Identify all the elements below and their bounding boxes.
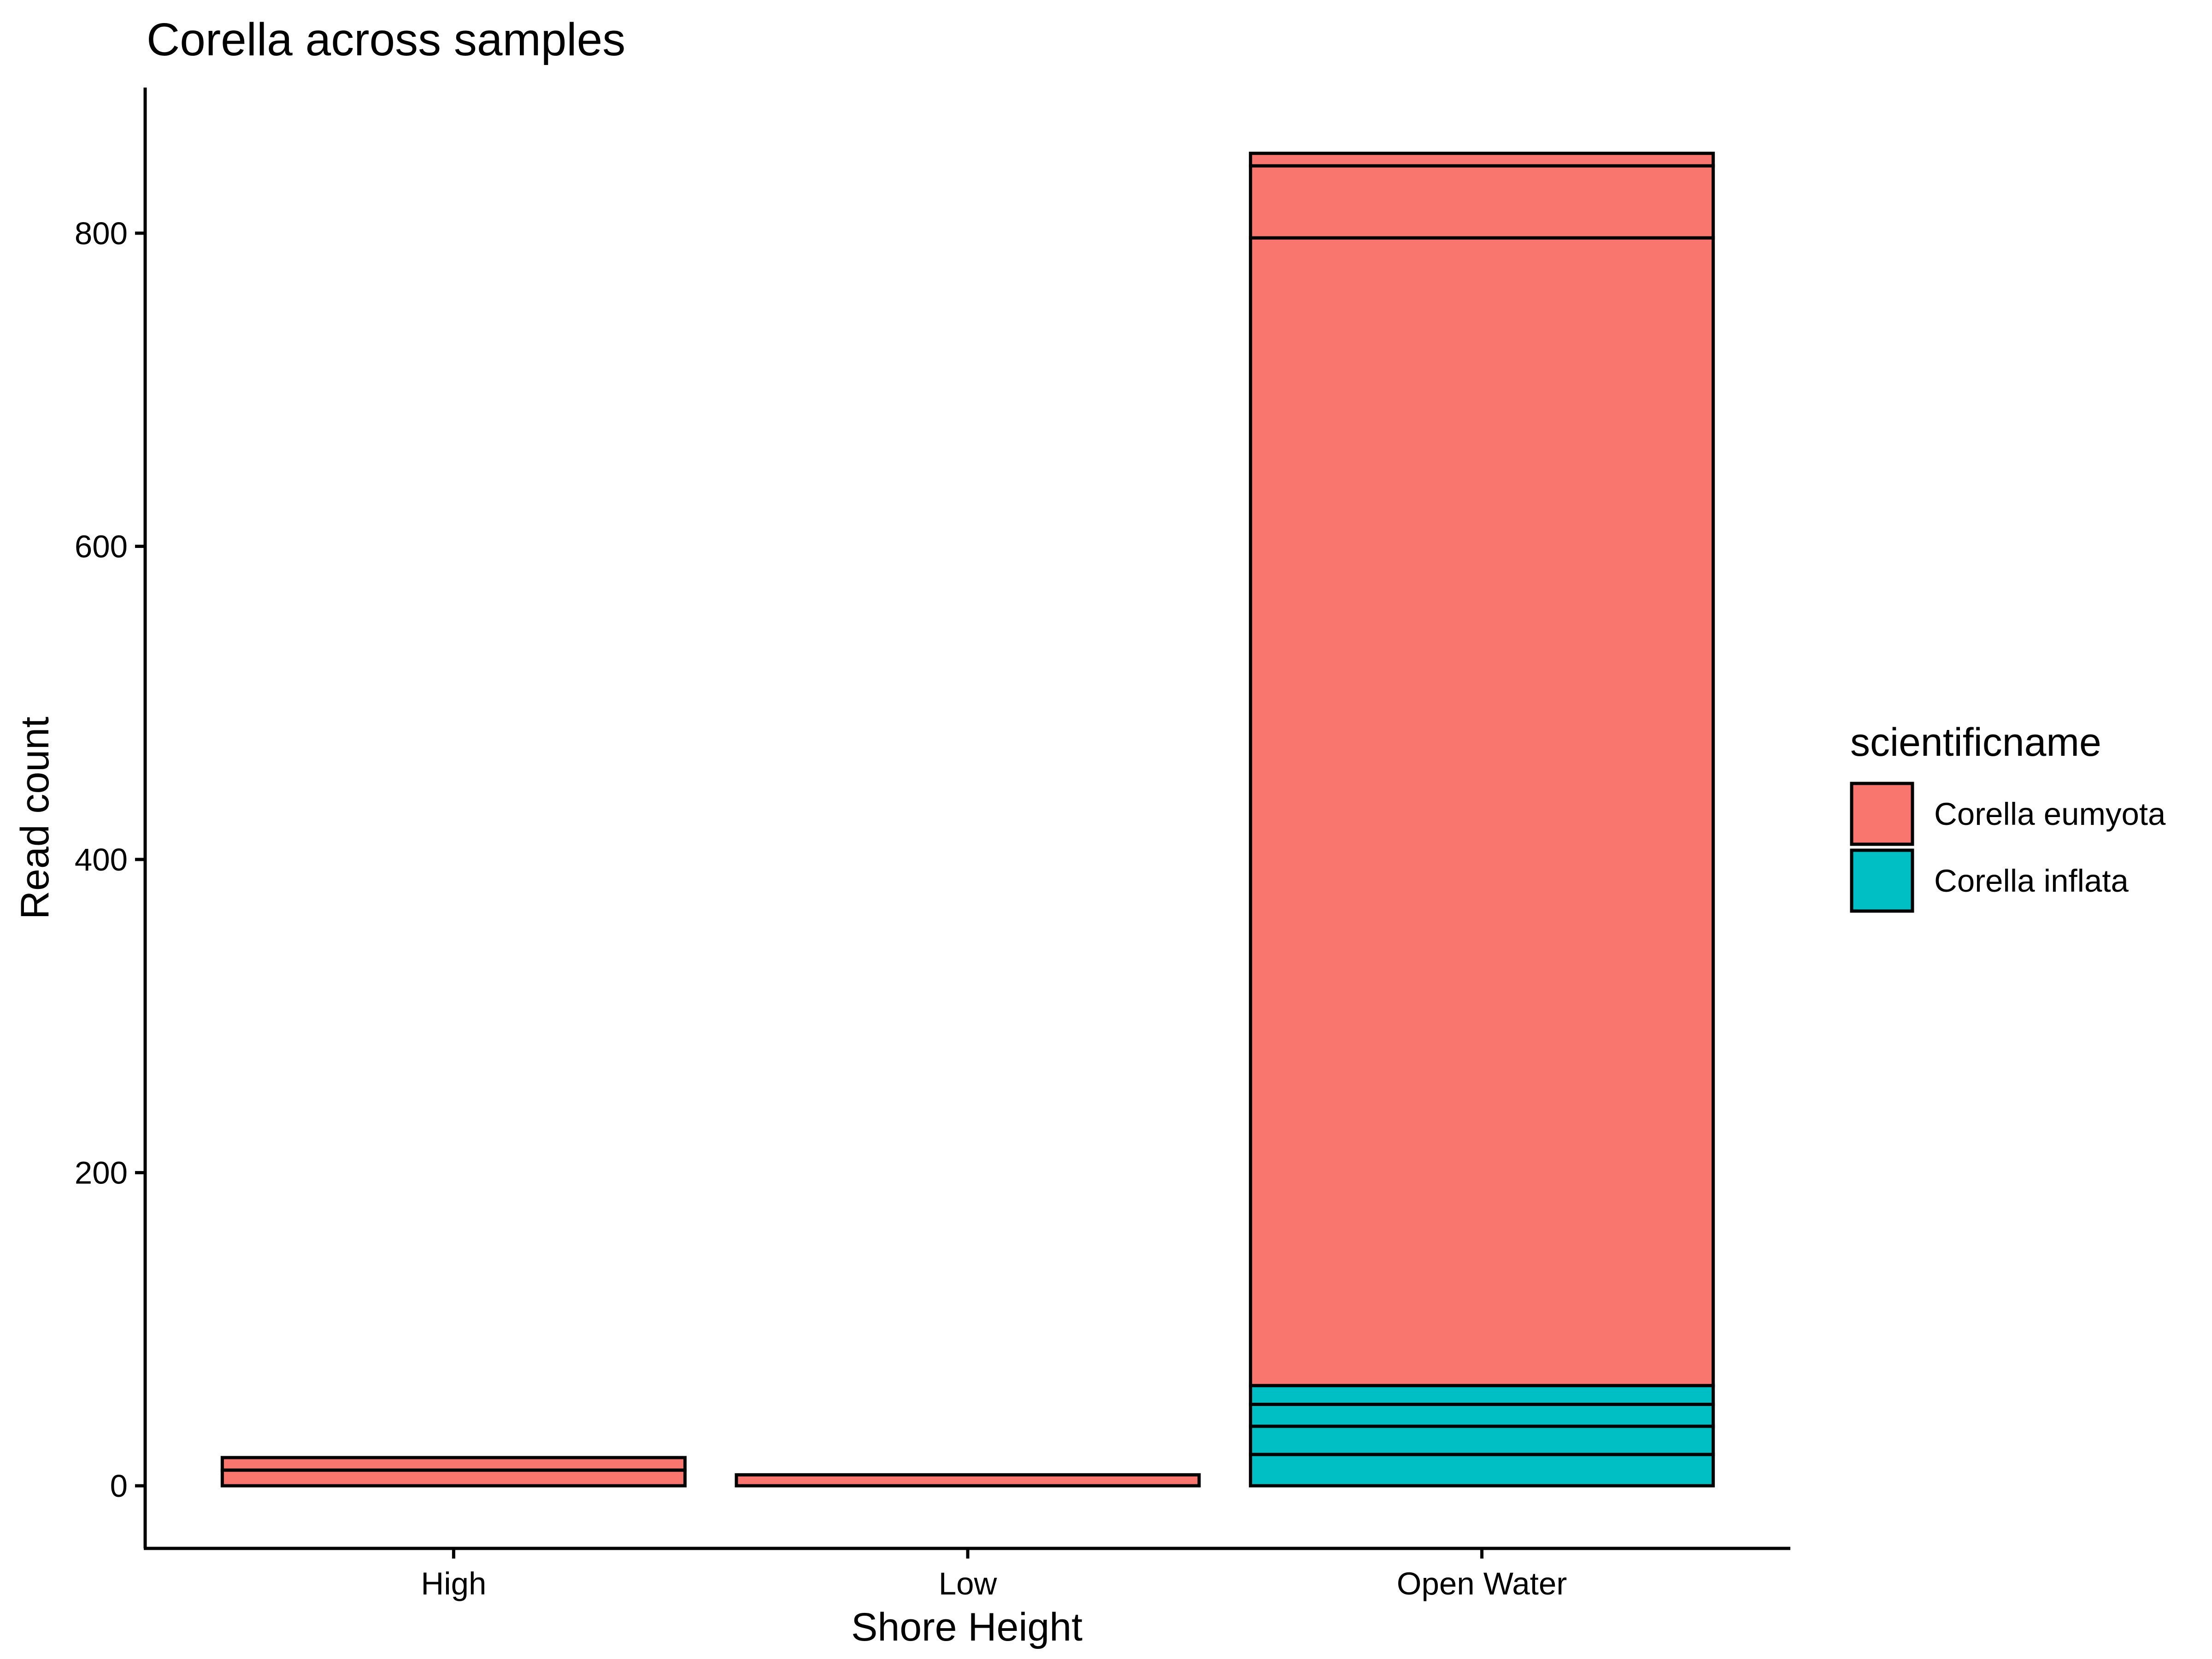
bar-segment-open-water-6: [1249, 152, 1715, 168]
bar-segment-open-water-5: [1249, 164, 1715, 240]
bars-layer: [220, 152, 1715, 1488]
legend: scientificname Corella eumyota Corella in…: [1850, 720, 2166, 913]
chart-title: Corella across samples: [147, 14, 625, 65]
y-tick-label-400: 400: [75, 842, 128, 877]
y-tick-label-800: 800: [75, 216, 128, 251]
y-tick-label-200: 200: [75, 1155, 128, 1191]
legend-label-corella-eumyota: Corella eumyota: [1934, 796, 2166, 832]
x-tick-label-low: Low: [939, 1566, 997, 1601]
y-tick-label-600: 600: [75, 529, 128, 565]
bar-segment-low-0: [735, 1473, 1201, 1488]
legend-label-corella-inflata: Corella inflata: [1934, 863, 2129, 899]
x-axis-ticks: High Low Open Water: [421, 1548, 1567, 1601]
x-tick-label-high: High: [421, 1566, 486, 1601]
bar-segment-open-water-1: [1249, 1424, 1715, 1456]
legend-swatch-corella-eumyota: [1850, 782, 1914, 846]
legend-title: scientificname: [1850, 720, 2101, 765]
x-tick-label-open-water: Open Water: [1397, 1566, 1567, 1601]
x-axis-title: Shore Height: [851, 1605, 1082, 1649]
legend-swatch-corella-inflata: [1850, 848, 1914, 913]
bar-segment-high-1: [220, 1456, 687, 1472]
bar-segment-high-0: [220, 1468, 687, 1488]
bar-segment-open-water-0: [1249, 1453, 1715, 1488]
y-axis-title: Read count: [13, 717, 57, 919]
bar-segment-open-water-3: [1249, 1384, 1715, 1406]
bar-segment-open-water-4: [1249, 236, 1715, 1388]
y-axis-ticks: 0 200 400 600 800: [75, 216, 145, 1504]
y-tick-label-0: 0: [110, 1468, 128, 1504]
bar-segment-open-water-2: [1249, 1402, 1715, 1428]
